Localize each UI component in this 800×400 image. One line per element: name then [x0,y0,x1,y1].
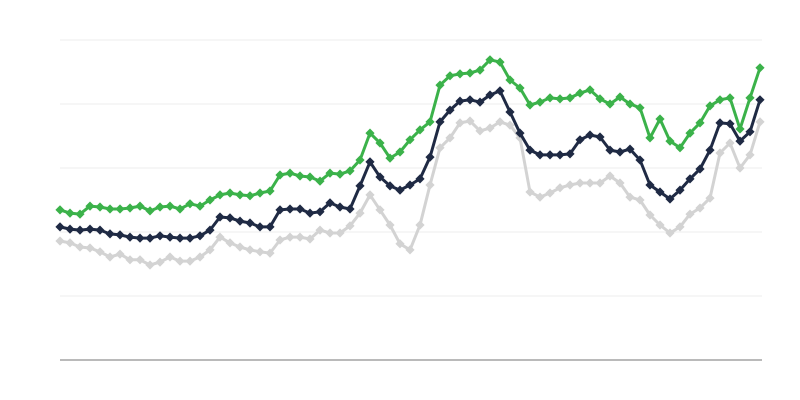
series-top-green [55,55,765,219]
chart-series [55,55,765,270]
series-middle-navy [55,86,765,243]
middle-navy-markers [55,86,765,243]
top-green-markers [55,55,765,219]
middle-navy-line [58,89,762,240]
series-bottom-gray [55,116,765,270]
gridlines [60,39,762,361]
